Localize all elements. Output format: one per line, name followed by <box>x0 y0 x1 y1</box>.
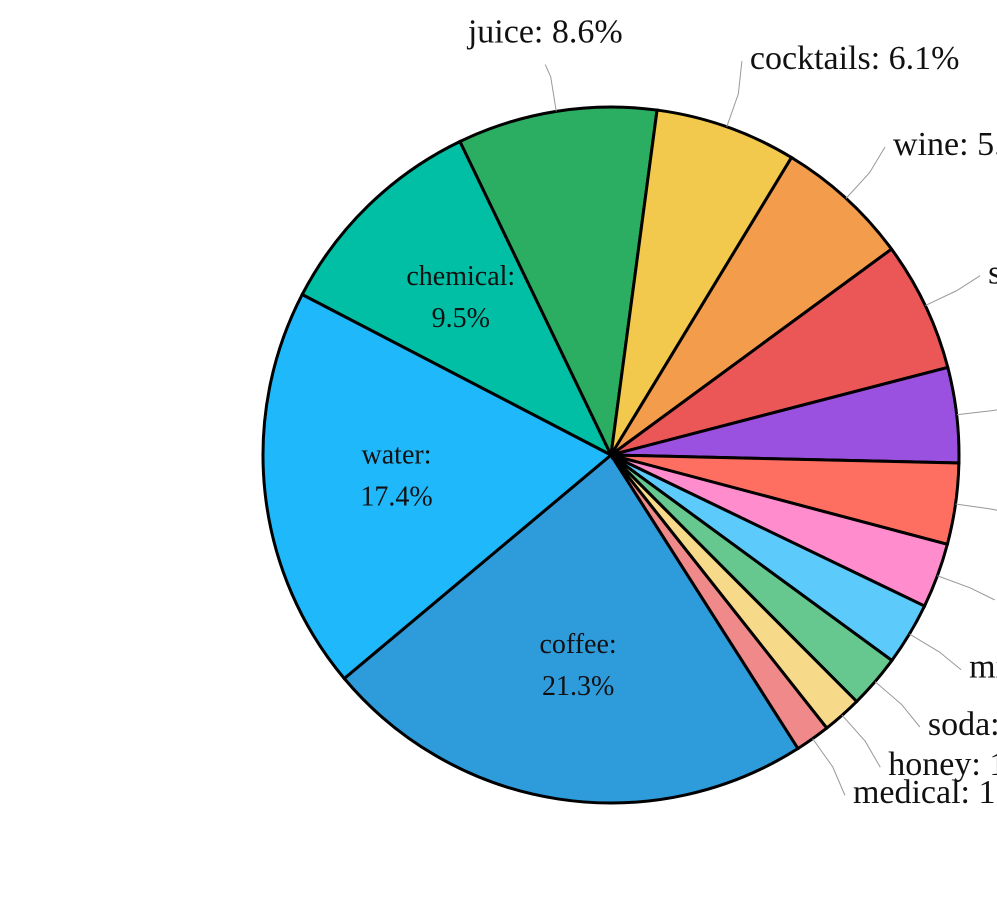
leader-line <box>925 275 981 307</box>
slice-label: misc: 2.7% <box>969 649 997 686</box>
pie-slice <box>342 452 801 805</box>
slice-label: honey: 1.7% <box>888 746 997 783</box>
slice-label: soda: 2.3% <box>928 706 997 743</box>
leader-line <box>874 681 921 728</box>
slice-label: coffee: 21.3% <box>539 630 616 703</box>
leader-line <box>544 64 557 112</box>
leader-line <box>955 503 997 511</box>
leader-line <box>841 714 881 768</box>
leader-line <box>726 61 743 127</box>
slice-label: wine: 5.8% <box>893 126 997 163</box>
pie-slice <box>609 155 894 457</box>
slice-label: water: 17.4% <box>360 440 432 513</box>
slice-label: medical: 1.5% <box>853 774 997 811</box>
leader-line <box>937 575 995 601</box>
slice-label: juice: 8.6% <box>467 13 623 50</box>
pie-slice <box>300 139 615 459</box>
leader-line <box>845 146 886 199</box>
slice-label: spirits: 5.6% <box>988 254 997 291</box>
leader-line <box>812 738 846 796</box>
slice-label: chemical: 9.5% <box>406 262 515 335</box>
leader-line <box>909 633 962 671</box>
pie-slice <box>261 292 614 681</box>
slice-label: cocktails: 6.1% <box>750 40 960 77</box>
pie-slice <box>609 454 829 751</box>
pie-slice <box>610 246 950 457</box>
pie-slice <box>609 108 794 456</box>
leader-line <box>956 409 997 416</box>
